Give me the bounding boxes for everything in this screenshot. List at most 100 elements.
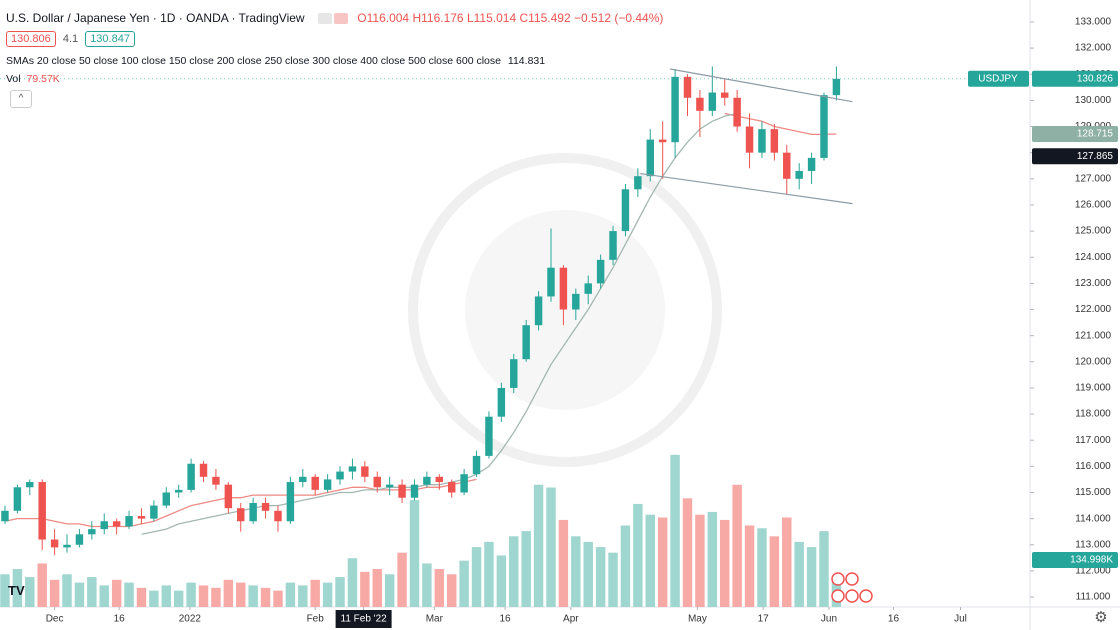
indicator-value: 114.831 <box>507 55 546 67</box>
x-tick-label: Jul <box>954 614 967 625</box>
buy-button[interactable]: 130.847 <box>85 31 135 47</box>
volume-bar <box>0 574 10 607</box>
y-tick-label: 125.000 <box>1075 226 1112 237</box>
volume-bar <box>124 582 134 607</box>
volume-bar <box>372 569 382 607</box>
candle-body <box>510 359 518 388</box>
candle-body <box>125 516 133 527</box>
volume-bar <box>347 558 358 607</box>
indicator-name[interactable]: SMAs 20 close 50 close 100 close 150 clo… <box>6 55 501 67</box>
candle-body <box>696 97 704 111</box>
volume-tag-bg <box>1032 551 1118 568</box>
symbol-tag-bg <box>968 70 1029 87</box>
volume-bar <box>819 531 829 607</box>
volume-bar <box>707 511 718 607</box>
y-tick-label: 115.000 <box>1075 487 1111 498</box>
candle-body <box>385 484 394 488</box>
candle-body <box>274 510 282 522</box>
volume-bar <box>99 585 109 607</box>
event-icon[interactable] <box>831 572 845 586</box>
volume-bar <box>37 563 47 607</box>
volume-bar <box>422 563 432 607</box>
x-tick-label: Dec <box>46 614 64 625</box>
volume-bar <box>62 574 72 607</box>
volume-bar <box>720 519 730 607</box>
candle-body <box>249 502 257 522</box>
volume-bar <box>285 582 296 607</box>
candle-body <box>770 129 779 153</box>
candle-body <box>88 529 96 535</box>
candle-body <box>162 492 171 506</box>
candle-body <box>63 544 71 548</box>
x-tick-label: Apr <box>563 614 579 625</box>
tv-logo: TV <box>8 583 25 598</box>
volume-bar <box>732 484 742 607</box>
volume-bar <box>161 585 172 607</box>
candle-body <box>75 534 84 545</box>
volume-bar <box>583 541 593 607</box>
candle-body <box>1 510 9 522</box>
volume-bar <box>446 574 457 607</box>
spread: 4.1 <box>62 33 79 45</box>
candle-body <box>348 466 357 472</box>
y-tick-label: 118.000 <box>1075 409 1111 420</box>
volume-bar <box>782 517 792 607</box>
candle-body <box>286 482 295 522</box>
volume-bar <box>496 555 507 607</box>
volume-bar <box>198 585 209 607</box>
volume-bar <box>757 528 767 607</box>
volume-bar <box>360 571 370 607</box>
y-tick-label: 126.000 <box>1075 200 1112 211</box>
candle-body <box>497 387 506 417</box>
price-tag-value: 130.826 <box>1077 73 1114 84</box>
candle-body <box>435 476 444 483</box>
y-tick-label: 120.000 <box>1075 356 1112 367</box>
candle-body <box>634 176 642 190</box>
icon[interactable] <box>333 13 348 25</box>
y-tick-label: 130.000 <box>1075 95 1112 106</box>
candle-body <box>609 231 617 260</box>
ohlc-low: L115.014 <box>466 11 517 25</box>
event-icon[interactable] <box>831 589 845 603</box>
volume-bar <box>521 531 531 607</box>
y-tick-label: 116.000 <box>1075 461 1111 472</box>
event-icon[interactable] <box>859 589 873 603</box>
volume-bar <box>471 547 482 607</box>
event-icon[interactable] <box>845 589 859 603</box>
volume-bar <box>74 582 85 607</box>
candle-body <box>174 489 183 493</box>
collapse-button[interactable]: ^ <box>10 90 32 108</box>
volume-tag-label: 134.998K <box>1070 555 1113 566</box>
symbol-title[interactable]: U.S. Dollar / Japanese Yen · 1D · OANDA … <box>6 11 305 25</box>
volume-bar <box>695 514 705 607</box>
trend-line <box>670 68 853 103</box>
icon[interactable] <box>317 13 332 25</box>
indicator-row: SMAs 20 close 50 close 100 close 150 clo… <box>6 55 545 67</box>
y-tick-label: 132.000 <box>1075 43 1112 54</box>
x-tick-label: 16 <box>500 614 512 625</box>
sell-button[interactable]: 130.806 <box>6 31 56 47</box>
settings-button[interactable]: ⚙ <box>1094 609 1108 626</box>
volume-name[interactable]: Vol <box>6 73 21 85</box>
y-tick-label: 117.000 <box>1075 435 1111 446</box>
volume-bar <box>744 525 755 607</box>
candle-body <box>820 95 828 158</box>
volume-bar <box>571 536 581 607</box>
x-tick-label: Feb <box>307 614 325 625</box>
volume-bar <box>546 487 556 607</box>
candle-body <box>708 92 717 111</box>
volume-bar <box>409 500 420 607</box>
price-tag-value: 128.715 <box>1077 129 1114 140</box>
candle-body <box>224 484 233 509</box>
price-tag-bg <box>1032 148 1118 165</box>
candle-body <box>745 126 754 153</box>
volume-bar <box>136 587 147 607</box>
x-tick-label: 16 <box>888 614 900 625</box>
candle-body <box>199 463 208 477</box>
price-tag-bg <box>1032 125 1118 142</box>
event-icon[interactable] <box>845 572 859 586</box>
ohlc-close: C115.492 <box>519 11 571 25</box>
header-row: U.S. Dollar / Japanese Yen · 1D · OANDA … <box>6 11 663 25</box>
volume-bar <box>558 519 569 607</box>
